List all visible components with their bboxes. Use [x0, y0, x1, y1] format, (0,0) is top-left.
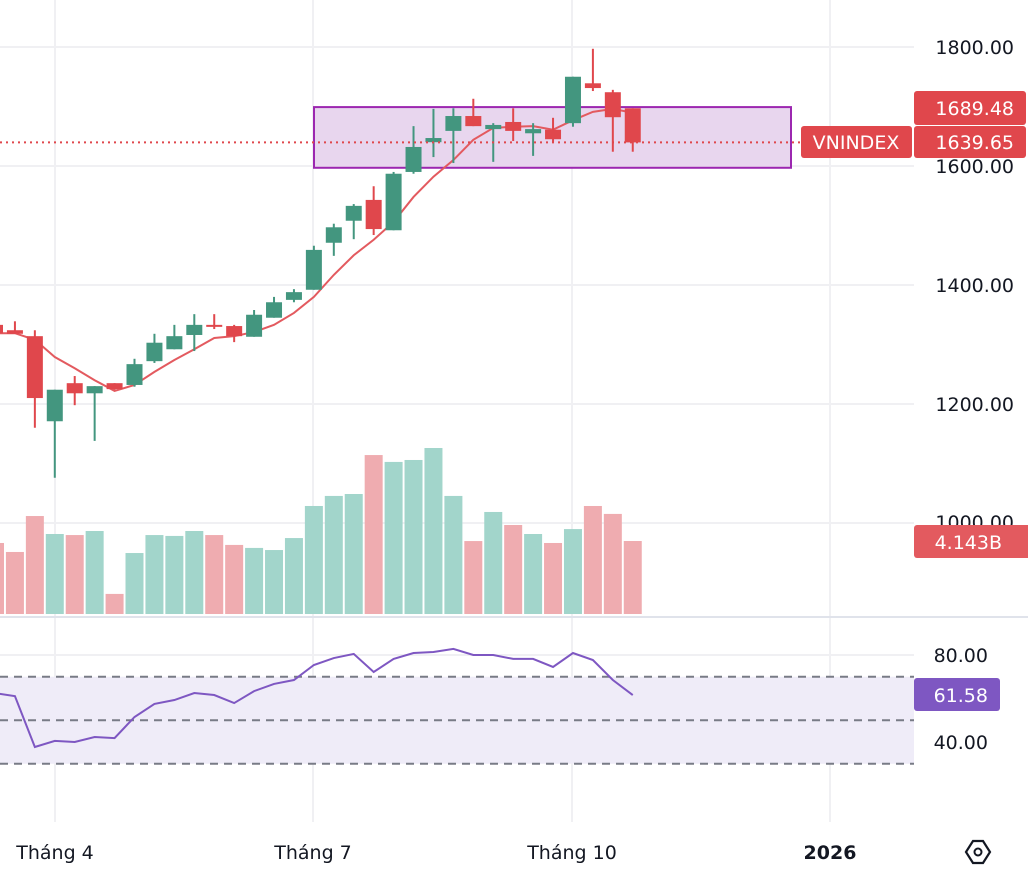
- settings-icon[interactable]: [964, 839, 992, 865]
- candle-up: [246, 314, 263, 337]
- time-label: Tháng 10: [526, 842, 617, 864]
- volume-bar: [205, 535, 224, 614]
- volume-bar: [0, 542, 4, 614]
- volume-bar: [145, 535, 164, 614]
- candle-up: [305, 249, 322, 290]
- volume-bar: [563, 529, 582, 614]
- candle-down: [465, 116, 482, 127]
- candle-up: [525, 129, 542, 134]
- volume-value-tag: 4.143B: [914, 525, 1028, 558]
- candle-up: [46, 389, 63, 422]
- candle-up: [564, 76, 581, 124]
- price-tick: 1800.00: [935, 37, 1014, 59]
- rsi-tick: 80.00: [934, 645, 988, 667]
- volume-value-label: 4.143B: [935, 532, 1002, 554]
- candle-up: [285, 292, 302, 300]
- symbol-label: VNINDEX: [813, 132, 900, 154]
- volume-bar: [384, 461, 403, 614]
- time-label: Tháng 4: [15, 842, 94, 864]
- price-tick: 1600.00: [935, 156, 1014, 178]
- price-tick: 1200.00: [935, 394, 1014, 416]
- volume-bar: [265, 550, 284, 614]
- rsi-band-lines: [0, 675, 914, 765]
- volume-bar: [324, 495, 343, 614]
- volume-bar: [544, 542, 563, 614]
- price-axis[interactable]: 1800.00 1600.00 1400.00 1200.00 1000.00: [935, 37, 1014, 534]
- candle-up: [345, 205, 362, 221]
- volume-bar: [225, 544, 244, 614]
- candle-down: [26, 336, 43, 399]
- candle-down: [365, 199, 382, 230]
- volume-bar: [583, 505, 602, 614]
- last-price-tag: 1639.65: [914, 126, 1026, 158]
- candle-down: [584, 83, 601, 89]
- candle-up: [126, 364, 143, 385]
- time-axis[interactable]: Tháng 4 Tháng 7 Tháng 10 2026: [15, 842, 856, 864]
- candle-up: [405, 146, 422, 172]
- candle-up: [445, 116, 462, 131]
- candle-up: [186, 324, 203, 335]
- candle-down: [6, 330, 23, 334]
- candle-down: [106, 383, 123, 390]
- volume-bar: [125, 553, 144, 614]
- candlesticks: [0, 48, 641, 478]
- candle-up: [425, 138, 442, 143]
- volume-bar: [484, 511, 503, 614]
- volume-bar: [65, 535, 84, 614]
- candle-up: [166, 336, 183, 350]
- symbol-tag: VNINDEX: [801, 126, 912, 158]
- rsi-value-label: 61.58: [934, 685, 988, 707]
- volume-bar: [5, 551, 24, 614]
- candle-up: [325, 227, 342, 243]
- candle-down: [206, 324, 223, 327]
- volume-bar: [603, 513, 622, 614]
- volume-bar: [524, 534, 543, 614]
- rsi-line: [0, 647, 634, 749]
- ma-value-tag: 1689.48: [914, 91, 1026, 125]
- volume-bar: [344, 494, 363, 614]
- candle-up: [485, 124, 502, 130]
- rsi-value-tag: 61.58: [914, 678, 1000, 711]
- volume-bars: [0, 448, 642, 614]
- volume-bar: [364, 455, 383, 614]
- volume-bar: [304, 505, 323, 614]
- volume-bar: [424, 448, 443, 614]
- volume-bar: [504, 525, 523, 614]
- volume-bar: [85, 531, 104, 614]
- ma-value-label: 1689.48: [935, 98, 1014, 120]
- volume-bar: [105, 593, 124, 614]
- volume-bar: [623, 540, 642, 614]
- time-label: 2026: [804, 842, 857, 864]
- last-price-label: 1639.65: [935, 132, 1014, 154]
- volume-bar: [464, 541, 483, 614]
- candle-down: [624, 108, 641, 143]
- volume-bar: [404, 459, 423, 614]
- volume-bar: [165, 535, 184, 614]
- rsi-axis[interactable]: 80.00 40.00: [934, 645, 988, 754]
- candle-up: [146, 342, 163, 362]
- volume-bar: [45, 534, 64, 614]
- candle-up: [86, 386, 103, 394]
- volume-bar: [245, 547, 264, 614]
- candle-down: [545, 129, 562, 140]
- moving-average-line: [0, 107, 633, 392]
- candle-down: [604, 92, 621, 118]
- volume-bar: [25, 516, 44, 614]
- price-tick: 1400.00: [935, 275, 1014, 297]
- candle-up: [266, 302, 283, 318]
- rsi-tick: 40.00: [934, 732, 988, 754]
- candle-down: [66, 383, 83, 394]
- volume-bar: [284, 538, 303, 614]
- candle-down: [505, 121, 522, 131]
- candle-up: [385, 173, 402, 231]
- time-label: Tháng 7: [273, 842, 352, 864]
- volume-bar: [185, 531, 204, 614]
- volume-bar: [444, 495, 463, 614]
- candle-down: [226, 326, 243, 337]
- candle-down: [0, 324, 3, 334]
